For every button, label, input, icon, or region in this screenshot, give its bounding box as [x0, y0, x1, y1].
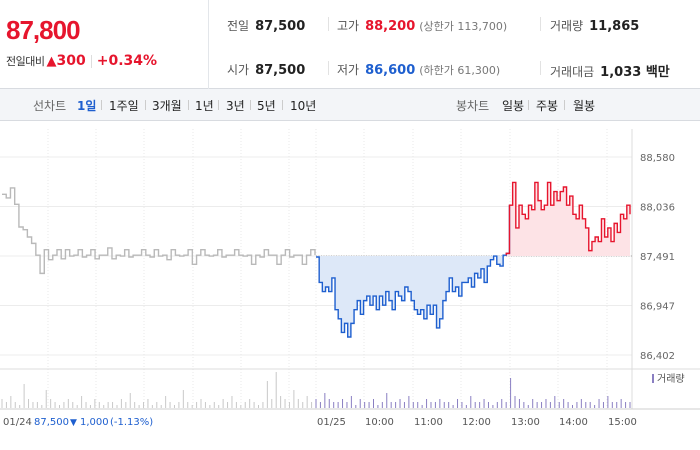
period-1y[interactable]: 1년	[195, 99, 214, 113]
volume-bars	[1, 372, 631, 408]
volume-legend: 거래량	[657, 373, 685, 385]
volume-legend-swatch	[652, 374, 654, 383]
stat-open: 시가 87,500	[227, 61, 305, 78]
divider	[282, 100, 283, 110]
x-axis-labels: 01/25 10:00 11:00 12:00 13:00 14:00 15:00	[317, 417, 637, 428]
divider	[328, 17, 329, 31]
stat-value: 88,200	[365, 19, 416, 34]
stat-high: 고가 88,200 (상한가 113,700)	[337, 17, 507, 34]
candle-daily[interactable]: 일봉	[502, 99, 525, 113]
y-tick-label: 88,580	[640, 153, 675, 164]
stat-label: 거래대금	[550, 65, 595, 79]
stat-value: 87,500	[255, 63, 306, 78]
x-tick-label: 14:00	[559, 417, 588, 428]
stat-label: 거래량	[550, 19, 584, 33]
divider	[540, 61, 541, 75]
divider	[540, 17, 541, 31]
change-label: 전일대비	[6, 55, 45, 68]
period-3m[interactable]: 3개월	[152, 99, 182, 113]
change-row: 전일대비 ▲ 300 +0.34%	[6, 53, 157, 69]
y-tick-label: 87,491	[640, 252, 675, 263]
stat-prev-close: 전일 87,500	[227, 17, 305, 34]
stat-label: 시가	[227, 63, 250, 77]
prev-day-close: 87,500	[34, 417, 69, 428]
prev-day-change: 1,000	[80, 417, 109, 428]
divider	[218, 100, 219, 110]
divider	[328, 61, 329, 75]
x-tick-label: 01/25	[317, 417, 346, 428]
prev-day-date: 01/24	[3, 417, 32, 428]
x-tick-label: 13:00	[511, 417, 540, 428]
stat-trade-amount: 거래대금 1,033 백만	[550, 61, 670, 80]
period-3y[interactable]: 3년	[226, 99, 245, 113]
line-chart-label: 선차트	[33, 99, 67, 113]
period-5y[interactable]: 5년	[257, 99, 276, 113]
today-line-up	[505, 181, 631, 256]
stat-value: 11,865	[589, 19, 640, 34]
change-percent: +0.34%	[96, 53, 158, 69]
x-tick-label: 15:00	[608, 417, 637, 428]
up-area-fill	[506, 182, 630, 256]
current-price: 87,800	[6, 15, 81, 45]
chart-series	[2, 181, 632, 338]
prev-day-pct: (-1.13%)	[110, 417, 153, 428]
x-tick-label: 11:00	[414, 417, 443, 428]
down-area-fill	[316, 205, 510, 337]
today-line-down	[316, 205, 511, 338]
chart-period-bar: 선차트 1일 1주일 3개월 1년 3년 5년 10년 봉차트 일봉 주봉 월봉	[0, 89, 700, 121]
stat-volume: 거래량 11,865	[550, 17, 639, 34]
stock-summary: 87,800 전일대비 ▲ 300 +0.34% 전일 87,500 시가 87…	[0, 0, 700, 89]
price-box: 87,800 전일대비 ▲ 300 +0.34%	[0, 0, 209, 89]
y-axis-labels: 88,580 88,036 87,491 86,947 86,402	[640, 153, 675, 362]
chart-grid	[0, 129, 700, 410]
down-arrow-icon: ▼	[70, 418, 77, 428]
stat-value: 87,500	[255, 19, 306, 34]
candle-weekly[interactable]: 주봉	[536, 99, 559, 113]
stat-value: 86,600	[365, 63, 416, 78]
divider	[250, 100, 251, 110]
stat-low: 저가 86,600 (하한가 61,300)	[337, 61, 500, 78]
period-1d[interactable]: 1일	[77, 99, 97, 113]
intraday-chart-svg: 88,580 88,036 87,491 86,947 86,402 거래량 01/25…	[0, 129, 700, 428]
prev-day-line	[2, 187, 316, 275]
price-stats: 전일 87,500 시가 87,500 고가 88,200 (상한가 113,7…	[209, 0, 700, 89]
y-tick-label: 88,036	[640, 202, 675, 213]
stat-label: 전일	[227, 19, 250, 33]
stat-label: 고가	[337, 19, 360, 33]
prev-day-footer: 01/24 87,500 ▼ 1,000 (-1.13%)	[3, 417, 153, 428]
stat-label: 저가	[337, 63, 360, 77]
x-tick-label: 12:00	[462, 417, 491, 428]
divider	[188, 100, 189, 110]
x-tick-label: 10:00	[365, 417, 394, 428]
divider	[101, 100, 102, 110]
candle-chart-label: 봉차트	[456, 99, 490, 113]
change-value: 300	[56, 53, 86, 69]
divider	[145, 100, 146, 110]
up-arrow-icon: ▲	[46, 53, 57, 69]
price-chart: 88,580 88,036 87,491 86,947 86,402 거래량 01/25…	[0, 121, 700, 450]
candle-monthly[interactable]: 월봉	[573, 99, 596, 113]
divider	[90, 54, 92, 68]
period-1w[interactable]: 1주일	[109, 99, 139, 113]
divider	[564, 100, 565, 110]
y-tick-label: 86,947	[640, 301, 675, 312]
stat-value: 1,033 백만	[600, 65, 670, 80]
lower-limit: (하한가 61,300)	[419, 64, 501, 77]
y-tick-label: 86,402	[640, 351, 675, 362]
period-10y[interactable]: 10년	[290, 99, 317, 113]
upper-limit: (상한가 113,700)	[419, 20, 508, 33]
divider	[528, 100, 529, 110]
